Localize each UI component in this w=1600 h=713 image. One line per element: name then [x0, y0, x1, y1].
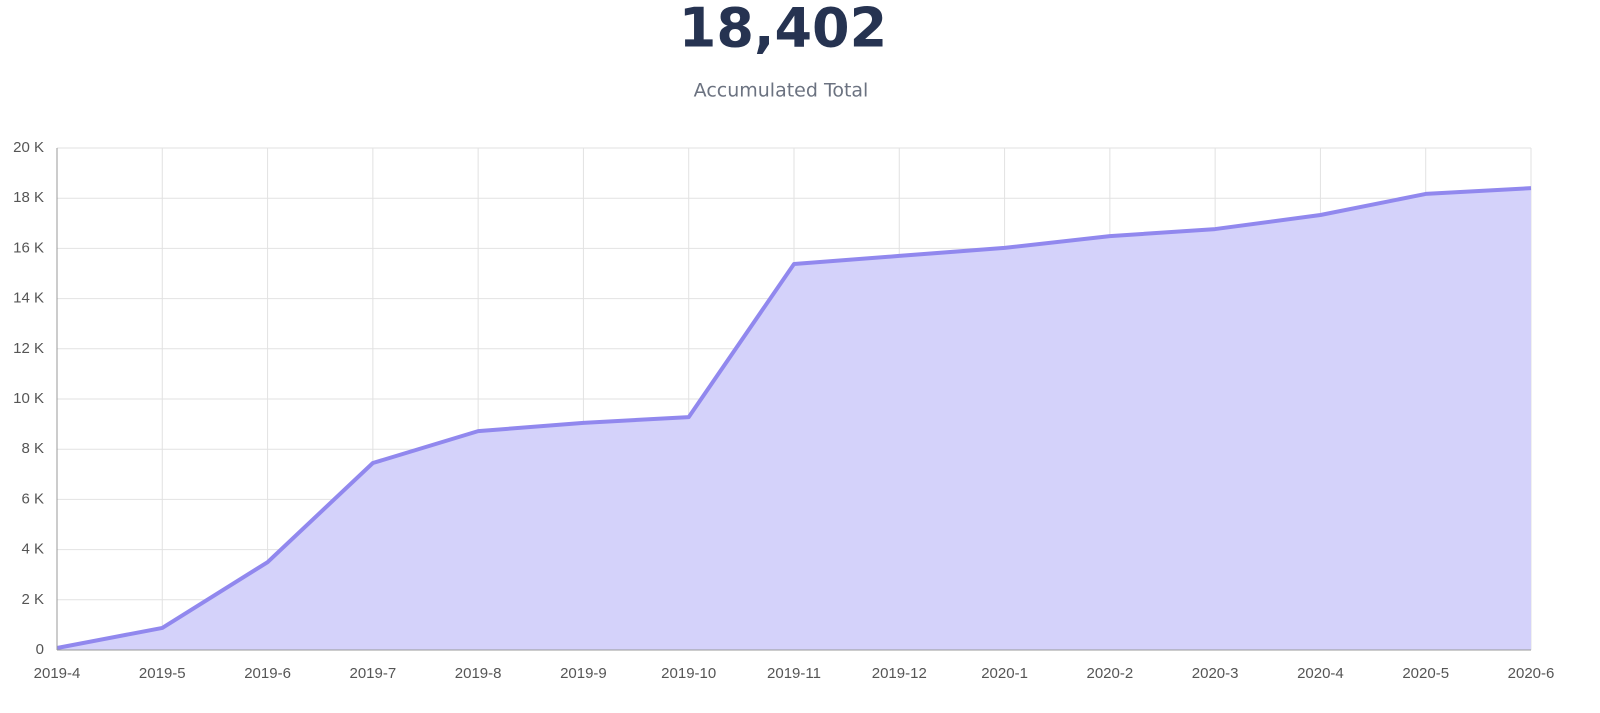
- headline-total: 18,402: [679, 0, 887, 60]
- x-tick-label: 2019-9: [560, 665, 607, 682]
- x-tick-label: 2020-6: [1508, 665, 1555, 682]
- subtitle: Accumulated Total: [694, 80, 869, 102]
- y-tick-label: 18 K: [13, 189, 44, 206]
- y-tick-label: 14 K: [13, 290, 44, 307]
- x-tick-label: 2019-7: [349, 665, 396, 682]
- x-tick-label: 2019-8: [455, 665, 502, 682]
- y-tick-label: 4 K: [21, 541, 44, 558]
- x-tick-label: 2020-4: [1297, 665, 1344, 682]
- x-tick-label: 2019-4: [34, 665, 81, 682]
- x-tick-label: 2019-6: [244, 665, 291, 682]
- y-tick-label: 12 K: [13, 340, 44, 357]
- y-tick-label: 10 K: [13, 390, 44, 407]
- x-tick-label: 2019-11: [767, 665, 821, 682]
- area-fill: [57, 188, 1531, 650]
- x-tick-label: 2020-2: [1086, 665, 1133, 682]
- y-tick-label: 2 K: [21, 591, 44, 608]
- y-tick-label: 16 K: [13, 239, 44, 256]
- x-tick-label: 2020-3: [1192, 665, 1239, 682]
- line: [56, 186, 1532, 650]
- x-tick-label: 2020-5: [1402, 665, 1449, 682]
- x-tick-label: 2020-1: [981, 665, 1028, 682]
- x-tick-label: 2019-5: [139, 665, 186, 682]
- y-tick-label: 20 K: [13, 139, 44, 156]
- y-tick-label: 0: [36, 641, 44, 658]
- x-tick-label: 2019-12: [872, 665, 927, 682]
- y-tick-label: 8 K: [21, 440, 44, 457]
- y-tick-label: 6 K: [21, 490, 44, 507]
- x-tick-label: 2019-10: [661, 665, 716, 682]
